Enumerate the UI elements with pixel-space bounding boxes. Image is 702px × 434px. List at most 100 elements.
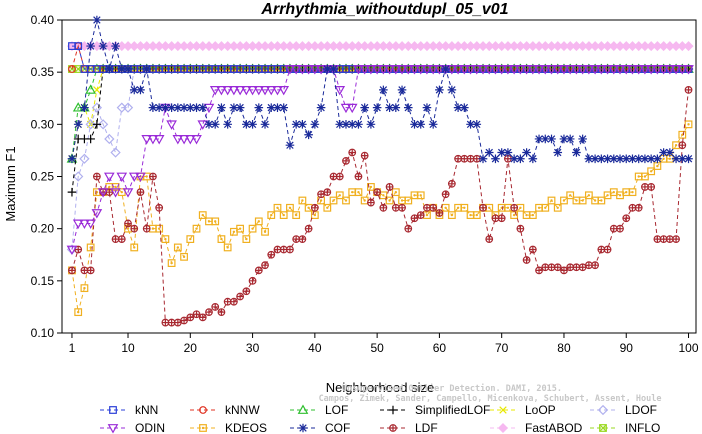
data-point-ldf <box>130 224 139 233</box>
series-lof <box>66 63 694 163</box>
legend-item-odin: ODIN <box>100 421 165 434</box>
data-point-kdeos <box>416 191 425 200</box>
data-point-odin <box>465 65 476 75</box>
data-point-kdeos <box>261 227 269 236</box>
data-point-ldf <box>80 266 89 275</box>
data-point-cof <box>671 154 681 164</box>
data-point-kdeos <box>684 120 693 129</box>
data-point-odin <box>508 65 520 75</box>
data-point-kdeos <box>441 203 450 212</box>
data-point-ldf <box>541 263 550 272</box>
data-point-odin <box>72 219 84 229</box>
data-point-cof <box>80 103 89 112</box>
y-tick-label: 0.40 <box>31 13 55 27</box>
data-point-odin <box>104 172 115 183</box>
data-point-kdeos <box>211 217 220 226</box>
data-point-ldf <box>261 261 269 270</box>
data-point-cof <box>379 85 388 95</box>
data-point-kdeos <box>186 235 195 244</box>
data-point-ldf <box>454 154 462 163</box>
data-point-cof <box>310 120 320 129</box>
data-point-kdeos <box>622 188 631 197</box>
data-point-kdeos <box>80 284 89 293</box>
legend-label: LDOF <box>625 403 657 417</box>
data-point-ldf <box>641 183 649 191</box>
data-point-kdeos <box>248 224 257 233</box>
data-point-cof <box>540 134 550 144</box>
data-point-ldf <box>628 203 637 212</box>
data-point-ldf <box>242 287 251 296</box>
x-axis-label: Neighborhood size <box>326 380 434 395</box>
data-point-cof <box>634 154 644 164</box>
legend-item-cof: COF <box>290 421 350 434</box>
data-point-ldf <box>304 224 313 233</box>
data-point-odin <box>116 172 128 183</box>
data-point-cof <box>478 154 488 164</box>
data-point-cof <box>173 103 183 112</box>
data-point-kdeos <box>597 196 606 205</box>
data-point-kdeos <box>379 191 388 200</box>
legend-marker <box>107 424 119 434</box>
data-point-cof <box>242 120 251 129</box>
data-point-cof <box>472 120 482 129</box>
data-point-ldf <box>286 245 294 254</box>
data-point-cof <box>522 148 531 157</box>
data-point-ldf <box>547 263 556 272</box>
x-tick-label: 70 <box>495 341 509 355</box>
data-point-cof <box>547 134 556 144</box>
data-point-odin <box>390 65 402 75</box>
data-point-kdeos <box>653 162 662 170</box>
data-point-cof <box>584 154 594 164</box>
data-point-kdeos <box>678 130 687 139</box>
data-point-odin <box>359 65 371 75</box>
data-point-ldf <box>616 224 624 233</box>
legend-item-inflo: INFLO <box>590 421 660 434</box>
data-point-ldf <box>553 263 562 272</box>
legend-marker <box>199 424 207 432</box>
data-point-ldf <box>68 266 76 275</box>
data-point-cof <box>179 103 189 112</box>
data-point-kdeos <box>267 211 276 220</box>
data-point-odin <box>496 65 508 75</box>
data-point-odin <box>421 65 433 75</box>
data-point-ldf <box>572 263 581 272</box>
data-point-cof <box>129 85 139 95</box>
data-point-odin <box>670 65 682 75</box>
data-point-ldf <box>516 224 525 233</box>
data-point-ldf <box>111 235 120 244</box>
data-point-odin <box>571 65 582 75</box>
data-point-kdeos <box>335 191 344 200</box>
data-point-simplifiedlof <box>86 134 95 144</box>
x-tick-label: 20 <box>184 341 198 355</box>
data-point-knn <box>74 42 83 50</box>
data-point-ldf <box>335 172 344 181</box>
data-point-odin <box>676 65 688 75</box>
data-point-ldf <box>292 235 301 244</box>
data-point-cof <box>684 154 693 164</box>
data-point-ldf <box>560 266 568 275</box>
data-point-ldf <box>435 209 444 217</box>
data-point-ldf <box>273 245 282 254</box>
legend-label: ODIN <box>135 421 165 434</box>
data-point-ldof <box>122 102 134 113</box>
data-point-odin <box>527 65 539 75</box>
data-point-cof <box>528 154 538 164</box>
data-point-cof <box>640 154 650 164</box>
data-point-kdeos <box>229 227 238 236</box>
data-point-cof <box>484 148 494 157</box>
data-point-kdeos <box>472 211 481 220</box>
data-point-ldf <box>223 297 232 306</box>
data-point-cof <box>304 130 313 140</box>
series-cof <box>67 15 693 164</box>
data-point-ldf <box>441 190 450 199</box>
data-point-kdeos <box>155 224 164 233</box>
axes: 1 10 20 30 40 50 60 70 80 90 100 0.10 0.15 0.20 0.25 0.… <box>31 13 699 355</box>
data-point-kdeos <box>528 211 537 220</box>
data-point-ldf <box>665 235 674 244</box>
data-point-cof <box>509 154 519 164</box>
data-point-ldf <box>591 261 600 270</box>
data-point-ldf <box>323 188 332 197</box>
data-point-cof <box>372 103 382 112</box>
data-point-cof <box>335 120 345 129</box>
data-point-cof <box>665 148 675 157</box>
